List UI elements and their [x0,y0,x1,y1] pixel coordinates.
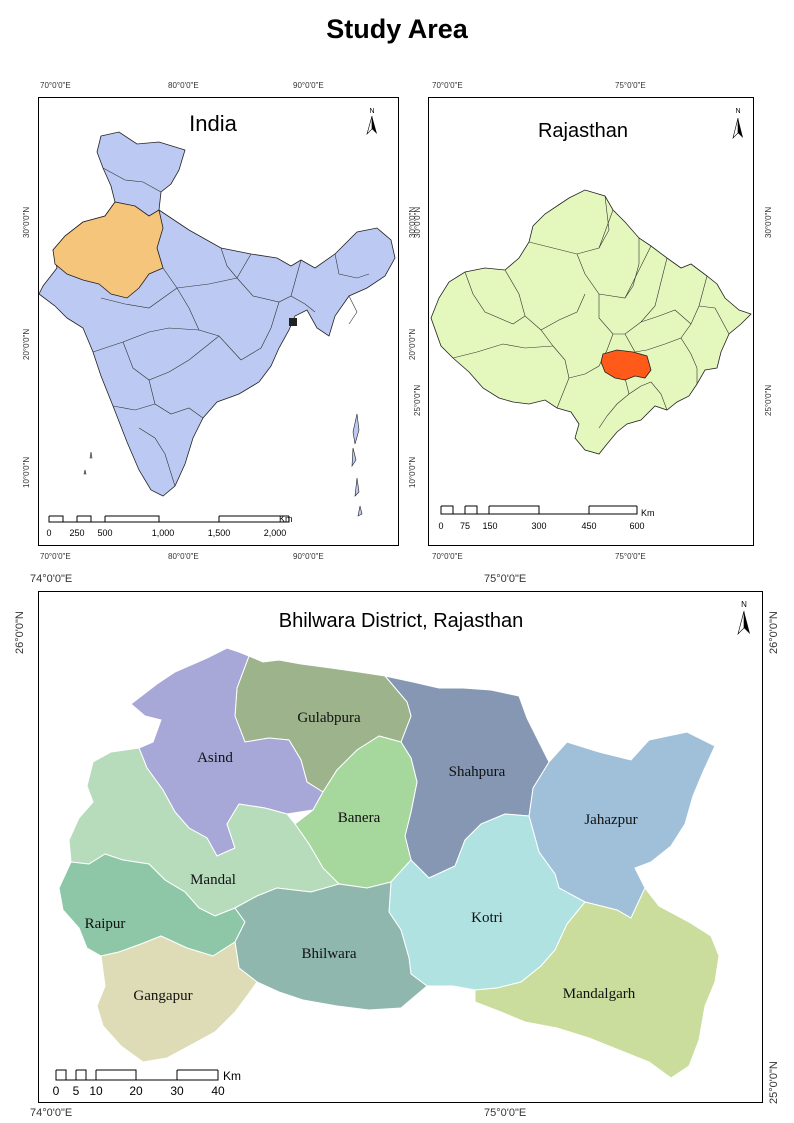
raj-scale-600: 600 [629,521,644,531]
bhil-bottom-tick-1: 74°0'0"E [30,1107,73,1119]
rajasthan-north-arrow: N [732,108,743,139]
raj-top-tick-1: 70°0'0"E [432,81,463,90]
raj-left-tick-2: 25°0'0"N [413,384,422,416]
india-north-arrow: N [366,108,377,136]
india-state-borders [92,167,370,487]
india-bottom-tick-1: 70°0'0"E [40,552,71,561]
india-scale-1500: 1,500 [208,528,231,538]
raj-scale-150: 150 [482,521,497,531]
india-right-tick-2: 20°0'0"N [408,328,417,360]
bhil-scale-40: 40 [211,1084,225,1098]
raj-scale-450: 450 [581,521,596,531]
bhil-scale-0: 0 [53,1084,60,1098]
label-gulabpura: Gulabpura [297,710,361,726]
raj-scale-unit: Km [641,508,655,518]
india-scale-500: 500 [97,528,112,538]
bhil-right-tick-1: 26°0'0"N [768,611,780,654]
bhil-top-tick-1: 74°0'0"E [30,573,73,585]
bhil-scale-30: 30 [170,1084,184,1098]
india-scale-unit: Km [279,514,293,524]
bhil-scale-5: 5 [73,1084,80,1098]
india-scale-250: 250 [69,528,84,538]
raj-bottom-tick-1: 70°0'0"E [432,552,463,561]
india-left-tick-2: 20°0'0"N [22,328,31,360]
india-right-tick-3: 10°0'0"N [408,456,417,488]
india-north-label: N [369,108,374,115]
india-mainland [38,131,396,497]
india-map-frame: N India 0 250 500 1,000 1,500 2,000 Km [38,97,399,546]
raj-left-tick-1: 30°0'0"N [413,206,422,238]
bhil-left-tick-1: 26°0'0"N [14,611,26,654]
label-mandal: Mandal [190,872,236,888]
district-mandalgarh [474,887,720,1079]
rajasthan-map-title: Rajasthan [538,120,628,142]
raj-scale-0: 0 [438,521,443,531]
bhil-scale-10: 10 [89,1084,103,1098]
label-banera: Banera [338,810,381,826]
india-map: N India 0 250 500 1,000 1,500 2,000 Km [38,108,396,538]
bhilwara-north-label: N [741,600,747,609]
raj-bottom-tick-2: 75°0'0"E [615,552,646,561]
india-scale-bar [48,515,290,523]
india-top-tick-2: 80°0'0"E [168,81,199,90]
label-mandalgarh: Mandalgarh [563,986,636,1002]
bhil-bottom-tick-2: 75°0'0"E [484,1107,527,1119]
bhil-right-tick-2: 25°0'0"N [768,1061,780,1104]
bhilwara-map-frame: Gulabpura Asind Shahpura Banera Jahazpur… [38,591,763,1103]
india-map-title: India [189,111,237,136]
raj-right-tick-2: 25°0'0"N [764,384,773,416]
india-scale-1000: 1,000 [152,528,175,538]
bhilwara-scale-bar [55,1069,219,1081]
label-kotri: Kotri [471,910,503,926]
rajasthan-bhilwara-highlight [600,349,652,381]
label-bhilwara: Bhilwara [302,946,357,962]
india-top-tick-1: 70°0'0"E [40,81,71,90]
label-jahazpur: Jahazpur [584,812,637,828]
india-bottom-tick-2: 80°0'0"E [168,552,199,561]
bhilwara-north-arrow: N [737,600,750,635]
bhil-scale-unit: Km [223,1069,241,1083]
rajasthan-map-frame: N Rajasthan 0 75 150 300 450 600 Km [428,97,754,546]
rajasthan-outline [430,189,752,455]
india-islands [83,413,363,517]
rajasthan-map: N Rajasthan 0 75 150 300 450 600 Km [430,108,752,531]
raj-scale-300: 300 [531,521,546,531]
raj-right-tick-1: 30°0'0"N [764,206,773,238]
rajasthan-scale-bar [440,505,638,515]
bhil-scale-20: 20 [129,1084,143,1098]
label-raipur: Raipur [85,916,126,932]
page-title: Study Area [326,14,468,44]
label-asind: Asind [197,750,233,766]
india-rajasthan-highlight [52,201,164,299]
rajasthan-north-label: N [735,108,740,115]
india-scale-0: 0 [46,528,51,538]
india-scale-2000: 2,000 [264,528,287,538]
india-bottom-tick-3: 90°0'0"E [293,552,324,561]
label-gangapur: Gangapur [133,988,192,1004]
label-shahpura: Shahpura [449,764,506,780]
bhil-top-tick-2: 75°0'0"E [484,573,527,585]
district-gangapur [96,935,258,1063]
raj-top-tick-2: 75°0'0"E [615,81,646,90]
bhilwara-map-title: Bhilwara District, Rajasthan [279,610,524,632]
india-left-tick-1: 30°0'0"N [22,206,31,238]
india-top-tick-3: 90°0'0"E [293,81,324,90]
raj-scale-75: 75 [460,521,470,531]
bhilwara-map: Gulabpura Asind Shahpura Banera Jahazpur… [53,600,750,1098]
india-left-tick-3: 10°0'0"N [22,456,31,488]
